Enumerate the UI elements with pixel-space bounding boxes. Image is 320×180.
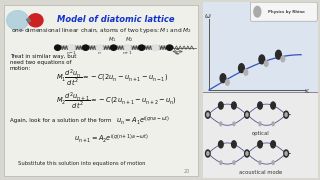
Text: $u_{n+1} = A_2 e^{i(q(n+1)a-\omega t)}$: $u_{n+1} = A_2 e^{i(q(n+1)a-\omega t)}$ [74, 132, 149, 145]
Circle shape [232, 102, 236, 109]
Text: $M_2$: $M_2$ [125, 35, 134, 44]
Text: $M_2 \dfrac{d^2 u_{n+1}}{dt^2} = -C(2u_{n+1} - u_{n+2} - u_n)$: $M_2 \dfrac{d^2 u_{n+1}}{dt^2} = -C(2u_{… [56, 90, 176, 111]
Circle shape [245, 112, 248, 117]
Circle shape [205, 150, 210, 157]
Circle shape [206, 151, 209, 156]
Text: optical: optical [252, 131, 270, 136]
Circle shape [284, 150, 288, 157]
Circle shape [285, 151, 288, 156]
Circle shape [152, 44, 159, 51]
Text: acoustical mode: acoustical mode [239, 170, 283, 175]
FancyBboxPatch shape [251, 2, 317, 21]
Circle shape [205, 111, 210, 118]
Circle shape [258, 102, 262, 109]
Circle shape [272, 122, 275, 126]
Circle shape [28, 14, 43, 27]
Text: $\omega$: $\omega$ [204, 12, 212, 20]
Circle shape [220, 160, 222, 165]
FancyBboxPatch shape [4, 5, 198, 176]
Circle shape [271, 141, 276, 148]
Circle shape [259, 160, 261, 165]
Circle shape [244, 69, 248, 75]
Circle shape [254, 6, 261, 17]
Text: $n{-}1$: $n{-}1$ [66, 49, 77, 56]
Text: Treat in similar way, but
need two equations of
motion:: Treat in similar way, but need two equat… [10, 54, 76, 71]
Circle shape [258, 141, 262, 148]
Text: Substitute this solution into equations of motion: Substitute this solution into equations … [18, 161, 145, 166]
Circle shape [139, 45, 145, 50]
Circle shape [83, 45, 89, 50]
Circle shape [219, 102, 223, 109]
FancyBboxPatch shape [203, 2, 318, 94]
Circle shape [264, 61, 268, 66]
Circle shape [245, 151, 248, 156]
Text: $a$: $a$ [174, 50, 179, 56]
Circle shape [245, 150, 249, 157]
Text: $n$: $n$ [97, 50, 102, 56]
Circle shape [55, 45, 60, 50]
Circle shape [68, 44, 76, 51]
Circle shape [259, 122, 261, 126]
Circle shape [276, 50, 281, 59]
Text: Again, look for a solution of the form: Again, look for a solution of the form [10, 118, 111, 123]
Circle shape [281, 56, 285, 62]
Text: 20: 20 [183, 169, 189, 174]
Circle shape [232, 160, 236, 165]
Text: $M_1$: $M_1$ [108, 35, 117, 44]
Circle shape [285, 112, 288, 117]
Text: Physics by Rhino: Physics by Rhino [268, 10, 305, 14]
Circle shape [245, 111, 249, 118]
Circle shape [272, 160, 275, 165]
FancyBboxPatch shape [203, 92, 318, 178]
Text: one-dimensional linear chain, atoms of two types: $M_1$ and $M_2$: one-dimensional linear chain, atoms of t… [11, 26, 192, 35]
Circle shape [124, 44, 132, 51]
Circle shape [271, 102, 276, 109]
Text: $u_n = A_1 e^{i(qna-\omega t)}$: $u_n = A_1 e^{i(qna-\omega t)}$ [116, 115, 170, 127]
Circle shape [259, 55, 265, 64]
Circle shape [239, 64, 244, 73]
Circle shape [96, 44, 103, 51]
Circle shape [219, 141, 223, 148]
Circle shape [232, 141, 236, 148]
Circle shape [284, 111, 288, 118]
Circle shape [7, 11, 28, 30]
Circle shape [232, 122, 236, 126]
Circle shape [111, 45, 116, 50]
Circle shape [220, 74, 226, 83]
Text: K: K [305, 89, 309, 94]
Circle shape [220, 122, 222, 126]
Circle shape [206, 112, 209, 117]
Text: $n{+}1$: $n{+}1$ [122, 49, 133, 56]
Circle shape [167, 45, 172, 50]
Text: Model of diatomic lattice: Model of diatomic lattice [57, 15, 174, 24]
Circle shape [226, 80, 229, 85]
Text: $M_1 \dfrac{d^2 u_n}{dt^2} = -C(2u_n - u_{n+1} - u_{n-1})$: $M_1 \dfrac{d^2 u_n}{dt^2} = -C(2u_n - u… [56, 67, 168, 88]
